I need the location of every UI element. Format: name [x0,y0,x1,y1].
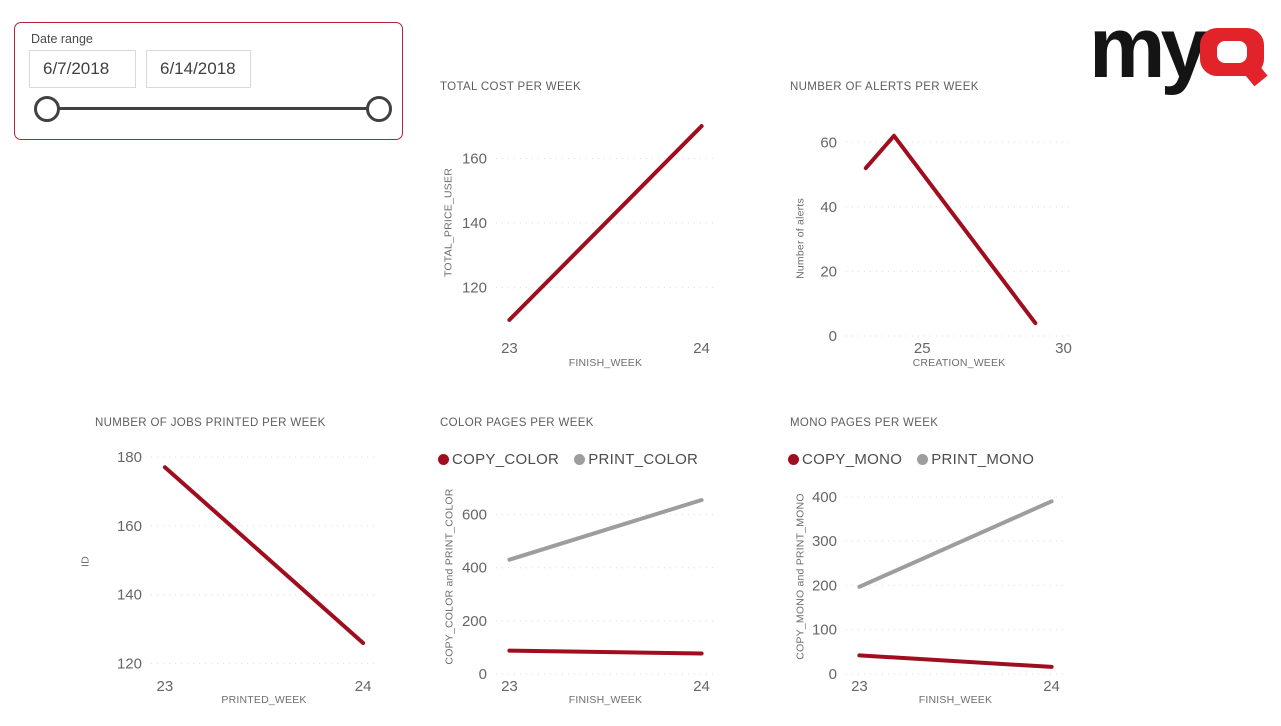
legend-dot-icon [788,453,799,465]
x-tick-label: 23 [157,678,174,695]
date-range-slider-handle-end[interactable] [366,96,392,122]
legend-label: COPY_COLOR [452,450,560,468]
y-tick-label: 100 [812,622,837,639]
series-line-print_color[interactable] [507,498,704,562]
series-line-number of alerts[interactable] [863,133,1038,326]
y-tick-label: 400 [462,560,487,577]
date-start-input[interactable]: 6/7/2018 [29,50,136,88]
y-tick-label: 0 [829,328,837,345]
x-axis-label-color-pages: FINISH_WEEK [568,694,643,706]
chart-title-total-cost: TOTAL COST PER WEEK [440,81,582,93]
date-range-label: Date range [31,32,93,46]
x-tick-label: 24 [1043,678,1060,695]
date-end-input[interactable]: 6/14/2018 [146,50,251,88]
legend-item-copy_color[interactable]: COPY_COLOR [438,451,559,468]
logo-letter-q [1200,28,1268,87]
legend-label: PRINT_MONO [931,450,1035,468]
legend-dot-icon [574,453,586,465]
chart-title-jobs-printed: NUMBER OF JOBS PRINTED PER WEEK [95,417,326,429]
x-axis-label-jobs-printed: PRINTED_WEEK [221,694,307,706]
y-tick-label: 300 [812,533,837,550]
x-tick-label: 30 [1055,340,1072,357]
x-tick-label: 23 [851,678,868,695]
y-tick-label: 400 [812,489,837,506]
chart-title-color-pages: COLOR PAGES PER WEEK [440,417,594,429]
series-line-copy_color[interactable] [507,648,704,656]
x-tick-label: 23 [501,678,518,695]
y-tick-label: 0 [479,666,487,683]
y-tick-label: 60 [820,134,837,151]
y-tick-label: 120 [462,280,487,297]
x-axis-label-total-cost: FINISH_WEEK [568,357,643,369]
y-tick-label: 40 [820,199,837,216]
y-tick-label: 120 [117,656,142,673]
series-line-id[interactable] [162,465,366,645]
legend-item-copy_mono[interactable]: COPY_MONO [788,451,902,468]
y-tick-label: 600 [462,507,487,524]
legend-label: COPY_MONO [802,450,903,468]
x-tick-label: 24 [693,340,710,357]
legend-label: PRINT_COLOR [588,450,699,468]
legend-item-print_mono[interactable]: PRINT_MONO [917,451,1034,468]
y-tick-label: 20 [820,263,837,280]
date-range-slider-track[interactable] [44,107,378,110]
chart-total-cost-per-week[interactable]: 120 140 160 23 24 [440,100,725,358]
chart-jobs-printed-per-week[interactable]: 120 140 160 180 23 24 [95,440,387,696]
chart-mono-pages-per-week[interactable]: 0 100 200 300 400 23 24 [790,478,1075,696]
y-tick-label: 200 [462,613,487,630]
date-range-card: Date range 6/7/2018 6/14/2018 [14,22,403,140]
y-tick-label: 0 [829,666,837,683]
series-line-print_mono[interactable] [857,499,1054,589]
x-tick-label: 23 [501,340,518,357]
chart-title-mono-pages: MONO PAGES PER WEEK [790,417,939,429]
legend-mono-pages: COPY_MONO PRINT_MONO [788,449,1034,469]
x-tick-label: 25 [914,340,931,357]
legend-dot-icon [917,453,929,465]
logo-text-my: my [1089,0,1208,96]
x-tick-label: 24 [355,678,372,695]
y-tick-label: 200 [812,577,837,594]
x-tick-label: 24 [693,678,710,695]
legend-item-print_color[interactable]: PRINT_COLOR [574,451,698,468]
myq-logo: my [1089,0,1268,96]
y-tick-label: 160 [117,518,142,535]
x-axis-label-mono-pages: FINISH_WEEK [918,694,993,706]
y-tick-label: 140 [462,215,487,232]
date-range-slider-handle-start[interactable] [34,96,60,122]
legend-dot-icon [438,453,449,465]
chart-color-pages-per-week[interactable]: 0 200 400 600 23 24 [440,478,725,696]
series-line-copy_mono[interactable] [857,653,1054,669]
chart-title-alerts: NUMBER OF ALERTS PER WEEK [790,81,979,93]
legend-color-pages: COPY_COLOR PRINT_COLOR [438,449,698,469]
y-tick-label: 160 [462,150,487,167]
x-axis-label-alerts: CREATION_WEEK [912,357,1006,369]
y-tick-label: 180 [117,449,142,466]
series-line-total_price_user[interactable] [507,124,704,322]
y-axis-label-jobs-printed: ID [79,556,92,567]
y-tick-label: 140 [117,587,142,604]
chart-alerts-per-week[interactable]: 0 20 40 60 25 30 [790,100,1082,358]
